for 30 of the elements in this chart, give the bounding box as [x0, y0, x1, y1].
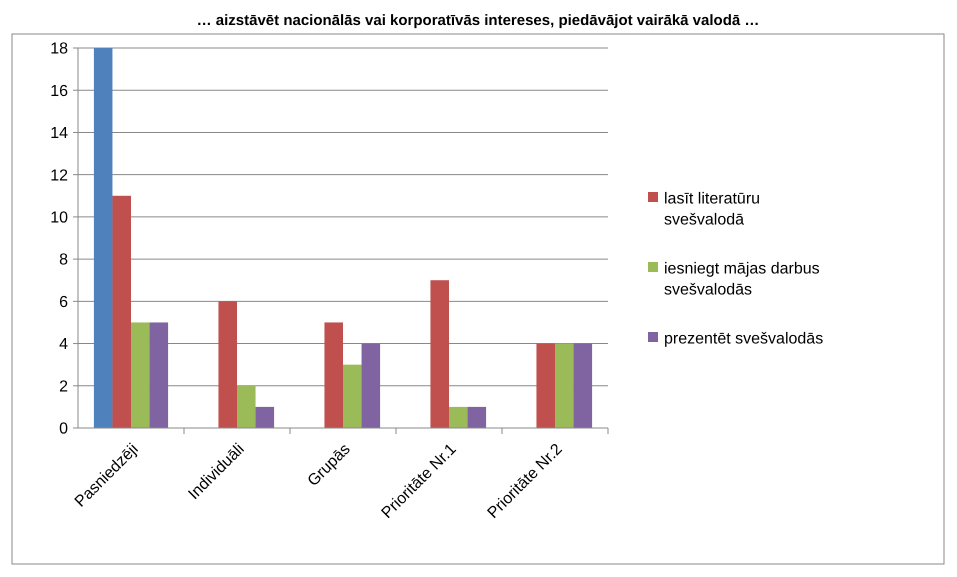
y-tick-label: 16: [50, 82, 68, 100]
bar: [150, 322, 168, 428]
bar: [574, 344, 592, 428]
bar: [449, 406, 468, 428]
bar: [536, 344, 555, 428]
bar: [218, 301, 237, 428]
bar: [430, 280, 449, 428]
y-tick-label: 14: [50, 125, 68, 142]
y-tick-label: 10: [50, 209, 68, 226]
y-tick-label: 12: [50, 167, 68, 184]
chart-title: … aizstāvēt nacionālās vai korporatīvās intereses, piedāvājot vairākā valodā …: [196, 12, 760, 29]
bar: [362, 344, 380, 428]
bar: [343, 364, 362, 428]
bar: [555, 344, 574, 428]
y-tick-label: 6: [59, 294, 68, 311]
y-tick-label: 4: [59, 336, 68, 354]
bar: [468, 406, 486, 428]
bar: [324, 322, 343, 428]
bar: [237, 386, 256, 428]
legend-label: prezentēt svešvalodās: [664, 330, 824, 348]
legend-label: iesniegt mājas darbus svešvalodās: [664, 260, 820, 298]
bar: [131, 322, 150, 428]
y-tick-label: 0: [59, 420, 68, 438]
y-tick-label: 18: [50, 40, 68, 58]
bar: [94, 48, 112, 428]
bar: [112, 196, 131, 428]
bar: [256, 406, 274, 428]
legend-label: lasīt literatūru svešvalodā: [664, 190, 760, 228]
y-tick-label: 8: [59, 252, 68, 269]
y-tick-label: 2: [59, 378, 68, 396]
